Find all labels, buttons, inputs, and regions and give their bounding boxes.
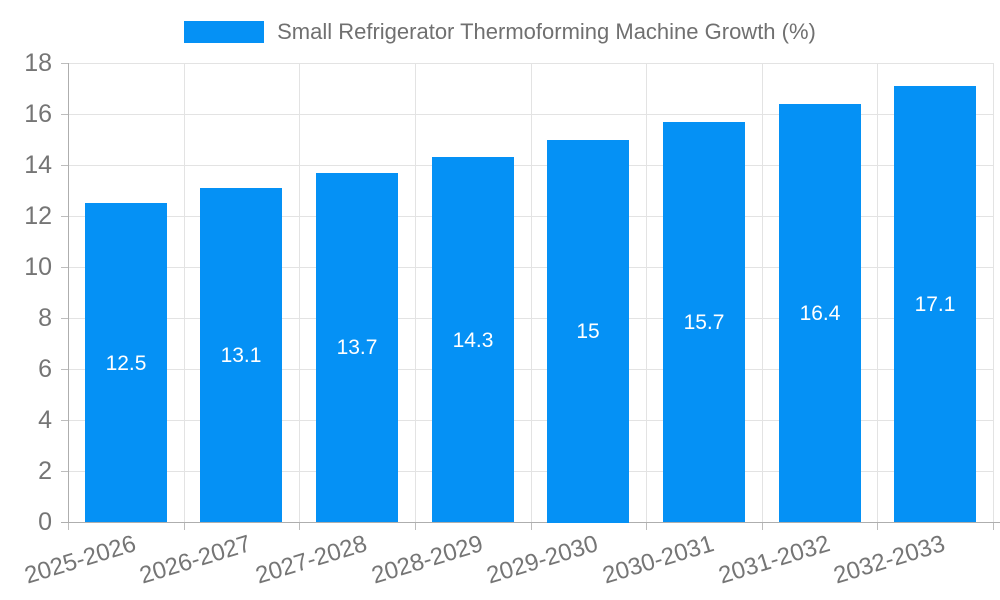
y-gridline bbox=[68, 165, 993, 166]
legend-swatch bbox=[184, 21, 265, 43]
x-axis-tick-label: 2031-2032 bbox=[715, 530, 834, 590]
x-gridline bbox=[646, 63, 647, 522]
bar-2029-2030[interactable] bbox=[547, 140, 629, 523]
y-tick-mark bbox=[61, 318, 68, 319]
y-gridline bbox=[68, 216, 993, 217]
y-gridline bbox=[68, 369, 993, 370]
y-gridline bbox=[68, 471, 993, 472]
x-tick-mark bbox=[646, 522, 647, 530]
bar-value-label: 14.3 bbox=[452, 329, 494, 352]
y-axis-line bbox=[68, 63, 69, 522]
y-tick-mark bbox=[61, 267, 68, 268]
y-gridline bbox=[68, 63, 993, 64]
legend-item[interactable]: Small Refrigerator Thermoforming Machine… bbox=[0, 21, 1000, 43]
y-axis-tick-label: 14 bbox=[24, 151, 52, 179]
y-axis-tick-label: 8 bbox=[38, 304, 52, 332]
x-gridline bbox=[877, 63, 878, 522]
x-gridline bbox=[531, 63, 532, 522]
y-gridline bbox=[68, 267, 993, 268]
bar-2025-2026[interactable] bbox=[85, 203, 167, 522]
y-axis-tick-label: 6 bbox=[38, 355, 52, 383]
x-axis-tick-label: 2029-2030 bbox=[483, 530, 602, 590]
x-tick-mark bbox=[184, 522, 185, 530]
bar-value-label: 17.1 bbox=[914, 293, 956, 316]
x-axis-tick-label: 2026-2027 bbox=[136, 530, 255, 590]
y-tick-mark bbox=[61, 165, 68, 166]
y-axis-tick-label: 12 bbox=[24, 202, 52, 230]
y-axis-tick-label: 16 bbox=[24, 100, 52, 128]
bar-value-label: 16.4 bbox=[799, 302, 841, 325]
y-gridline bbox=[68, 420, 993, 421]
x-gridline bbox=[762, 63, 763, 522]
x-tick-mark bbox=[762, 522, 763, 530]
x-gridline bbox=[415, 63, 416, 522]
bar-value-label: 13.7 bbox=[336, 336, 378, 359]
bar-2030-2031[interactable] bbox=[663, 122, 745, 522]
legend-label: Small Refrigerator Thermoforming Machine… bbox=[277, 19, 816, 44]
x-tick-mark bbox=[877, 522, 878, 530]
x-axis-line bbox=[61, 522, 1000, 523]
x-gridline bbox=[993, 63, 994, 522]
x-axis-tick-label: 2027-2028 bbox=[252, 530, 371, 590]
y-tick-mark bbox=[61, 216, 68, 217]
y-axis-tick-label: 10 bbox=[24, 253, 52, 281]
bar-value-label: 15 bbox=[576, 320, 600, 343]
x-axis-tick-label: 2028-2029 bbox=[368, 530, 487, 590]
bar-2028-2029[interactable] bbox=[432, 157, 514, 522]
y-axis-tick-label: 18 bbox=[24, 49, 52, 77]
y-tick-mark bbox=[61, 114, 68, 115]
y-axis-tick-label: 0 bbox=[38, 508, 52, 536]
x-tick-mark bbox=[531, 522, 532, 530]
y-gridline bbox=[68, 114, 993, 115]
x-tick-mark bbox=[68, 522, 69, 530]
y-tick-mark bbox=[61, 420, 68, 421]
x-gridline bbox=[299, 63, 300, 522]
bar-2032-2033[interactable] bbox=[894, 86, 976, 522]
y-tick-mark bbox=[61, 369, 68, 370]
y-tick-mark bbox=[61, 471, 68, 472]
y-gridline bbox=[68, 318, 993, 319]
bar-2031-2032[interactable] bbox=[779, 104, 861, 522]
bar-value-label: 12.5 bbox=[105, 352, 147, 375]
x-tick-mark bbox=[299, 522, 300, 530]
y-tick-mark bbox=[61, 63, 68, 64]
bar-value-label: 13.1 bbox=[220, 344, 262, 367]
x-axis-tick-label: 2025-2026 bbox=[21, 530, 140, 590]
x-tick-mark bbox=[993, 522, 994, 530]
bar-value-label: 15.7 bbox=[683, 311, 725, 334]
x-gridline bbox=[184, 63, 185, 522]
x-tick-mark bbox=[415, 522, 416, 530]
y-axis-tick-label: 4 bbox=[38, 406, 52, 434]
x-axis-tick-label: 2030-2031 bbox=[599, 530, 718, 590]
y-axis-tick-label: 2 bbox=[38, 457, 52, 485]
x-axis-tick-label: 2032-2033 bbox=[830, 530, 949, 590]
bar-2026-2027[interactable] bbox=[200, 188, 282, 522]
bar-2027-2028[interactable] bbox=[316, 173, 398, 522]
